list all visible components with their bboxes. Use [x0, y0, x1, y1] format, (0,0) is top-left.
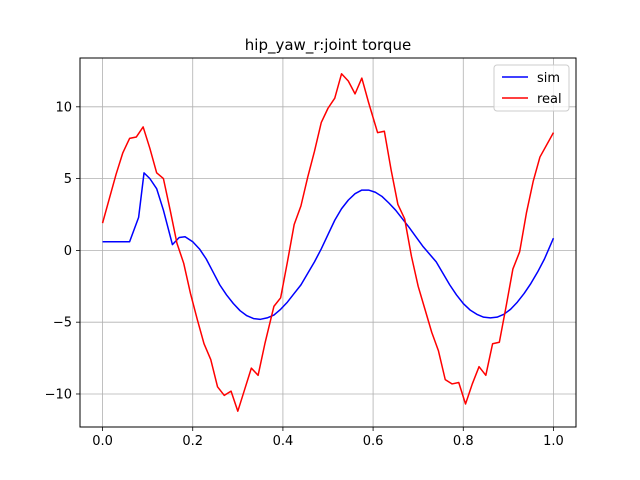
- x-tick-label: 0.2: [182, 434, 203, 449]
- x-tick-label: 0.8: [453, 434, 474, 449]
- axes: 0.0 0.2 0.4 0.6 0.8 1.0 −10 −5 0 5 10: [45, 100, 564, 449]
- series-line-real: [101, 73, 555, 412]
- series-layer: [101, 73, 555, 412]
- legend-label-sim: sim: [537, 71, 560, 86]
- y-tick-label: 10: [55, 100, 72, 115]
- y-tick-label: −10: [45, 387, 72, 402]
- chart-title: hip_yaw_r:joint torque: [245, 36, 411, 55]
- y-tick-label: 5: [64, 172, 72, 187]
- x-tick-label: 0.0: [92, 434, 113, 449]
- x-tick-label: 0.4: [273, 434, 294, 449]
- legend: sim real: [493, 64, 570, 112]
- y-tick-label: 0: [64, 244, 72, 259]
- x-tick-label: 0.6: [363, 434, 384, 449]
- x-tick-label: 1.0: [543, 434, 564, 449]
- series-line-sim: [102, 172, 555, 321]
- plot-frame: [79, 57, 577, 428]
- y-tick-label: −5: [53, 316, 72, 331]
- legend-label-real: real: [537, 92, 562, 107]
